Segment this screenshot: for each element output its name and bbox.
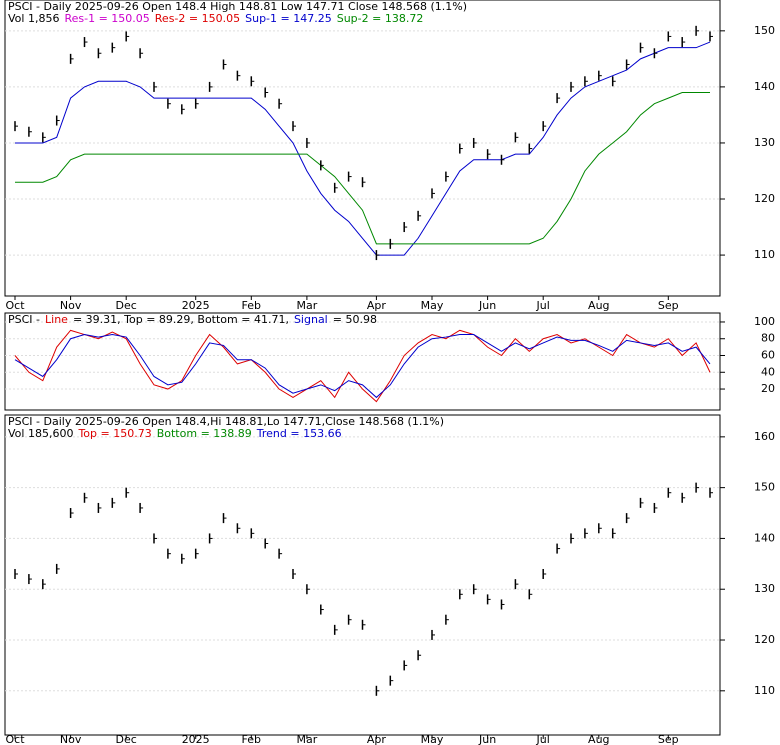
- y-tick-label: 110: [754, 684, 775, 697]
- header-segment: = 39.31, Top = 89.29, Bottom = 41.71,: [73, 313, 289, 326]
- header-line: PSCI - Line = 39.31, Top = 89.29, Bottom =…: [8, 313, 377, 326]
- x-tick-label: Sep: [658, 733, 679, 745]
- header-segment: Signal: [294, 313, 328, 326]
- y-tick-label: 160: [754, 430, 775, 443]
- x-tick-label: 2025: [182, 299, 210, 312]
- x-tick-label: May: [421, 299, 444, 312]
- x-tick-label: Mar: [297, 299, 318, 312]
- header-segment: Trend = 153.66: [256, 427, 342, 440]
- x-tick-label: Nov: [60, 299, 82, 312]
- header-segment: Sup-1 = 147.25: [245, 12, 332, 25]
- x-tick-label: Nov: [60, 733, 82, 745]
- y-tick-label: 80: [761, 332, 775, 345]
- y-tick-label: 40: [761, 365, 775, 378]
- header-segment: = 50.98: [333, 313, 377, 326]
- y-tick-label: 110: [754, 248, 775, 261]
- y-tick-label: 130: [754, 136, 775, 149]
- x-tick-label: Jul: [536, 733, 550, 745]
- y-tick-label: 140: [754, 531, 775, 544]
- x-tick-label: May: [421, 733, 444, 745]
- x-tick-label: Aug: [588, 299, 609, 312]
- header-segment: Res-2 = 150.05: [155, 12, 240, 25]
- y-tick-label: 150: [754, 24, 775, 37]
- header-segment: PSCI - Daily 2025-09-26 Open 148.4 High …: [8, 0, 467, 13]
- y-tick-label: 100: [754, 315, 775, 328]
- panel: [4, 0, 721, 297]
- panel: [4, 312, 721, 411]
- x-tick-label: Dec: [116, 299, 137, 312]
- x-tick-label: Sep: [658, 299, 679, 312]
- x-tick-label: Feb: [242, 299, 261, 312]
- header-segment: Line: [45, 313, 68, 326]
- x-tick-label: Oct: [5, 733, 25, 745]
- x-tick-label: Jun: [478, 733, 496, 745]
- y-tick-label: 150: [754, 481, 775, 494]
- x-tick-label: Dec: [116, 733, 137, 745]
- y-tick-label: 130: [754, 582, 775, 595]
- header-segment: Vol 185,600: [8, 427, 73, 440]
- x-tick-label: Apr: [367, 299, 387, 312]
- panel: [4, 414, 721, 736]
- indicator-line: [14, 329, 711, 403]
- y-tick-label: 120: [754, 192, 775, 205]
- x-tick-label: Apr: [367, 733, 387, 745]
- x-tick-label: Mar: [297, 733, 318, 745]
- header-line: Vol 185,600 Top = 150.73 Bottom = 138.89 Tr…: [8, 427, 342, 440]
- header-segment: Bottom = 138.89: [157, 427, 252, 440]
- header-segment: Sup-2 = 138.72: [337, 12, 424, 25]
- y-tick-label: 120: [754, 633, 775, 646]
- x-tick-label: Aug: [588, 733, 609, 745]
- indicator-line: [15, 92, 710, 245]
- header-segment: Res-1 = 150.05: [64, 12, 149, 25]
- header-segment: Vol 1,856: [8, 12, 59, 25]
- x-tick-label: Jun: [478, 299, 496, 312]
- header-line: Vol 1,856 Res-1 = 150.05 Res-2 = 150.05 Sup…: [8, 12, 423, 25]
- header-segment: PSCI - Daily 2025-09-26 Open 148.4,Hi 14…: [8, 415, 444, 428]
- header-segment: PSCI -: [8, 313, 40, 326]
- header-line: PSCI - Daily 2025-09-26 Open 148.4 High …: [8, 0, 467, 13]
- x-tick-label: Oct: [5, 299, 25, 312]
- y-tick-label: 140: [754, 80, 775, 93]
- indicator-line: [15, 41, 711, 256]
- indicator-line: [14, 334, 711, 399]
- y-tick-label: 60: [761, 349, 775, 362]
- header-line: PSCI - Daily 2025-09-26 Open 148.4,Hi 14…: [8, 415, 444, 428]
- y-tick-label: 20: [761, 382, 775, 395]
- x-tick-label: 2025: [182, 733, 210, 745]
- x-tick-label: Feb: [242, 733, 261, 745]
- x-tick-label: Jul: [536, 299, 550, 312]
- header-segment: Top = 150.73: [77, 427, 151, 440]
